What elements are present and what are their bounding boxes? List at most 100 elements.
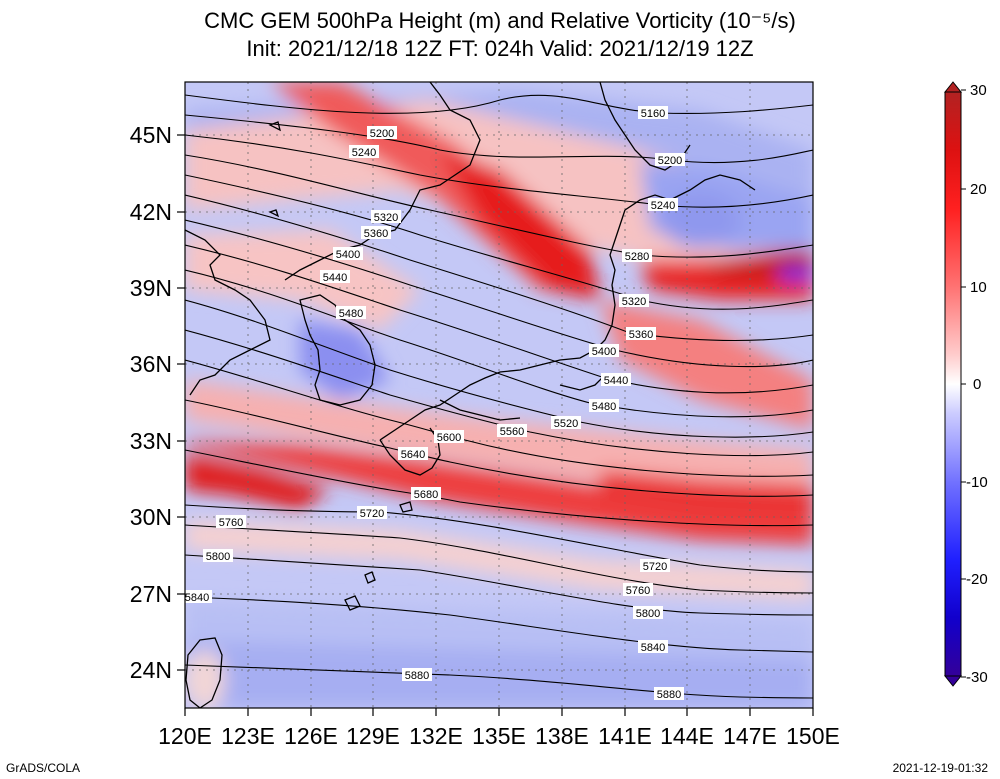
x-tick-label: 135E: [472, 723, 526, 749]
x-tick-label: 144E: [660, 723, 714, 749]
colorbar-max-arrow: [943, 81, 963, 93]
contour-label: 5760: [216, 515, 246, 529]
y-tick-label: 27N: [130, 581, 172, 607]
footer-timestamp: 2021-12-19-01:32: [892, 761, 988, 775]
svg-text:5880: 5880: [657, 689, 681, 701]
svg-text:5280: 5280: [625, 251, 649, 263]
axis-ticks: [177, 134, 814, 716]
contour-label: 5840: [182, 590, 212, 604]
contour-label: 5560: [497, 424, 527, 438]
y-tick-label: 39N: [130, 275, 172, 301]
contour-label: 5640: [398, 447, 428, 461]
contour-label: 5360: [626, 327, 656, 341]
y-tick-label: 24N: [130, 657, 172, 683]
svg-text:5160: 5160: [641, 108, 665, 120]
x-tick-label: 132E: [409, 723, 463, 749]
contour-label: 5600: [434, 430, 464, 444]
x-tick-label: 123E: [221, 723, 275, 749]
contour-label: 5680: [411, 487, 441, 501]
contour-label: 5480: [589, 399, 619, 413]
y-tick-label: 33N: [130, 428, 172, 454]
contour-labels: 5200 5240 5320 5360 5400 5440 5480 5600 …: [182, 106, 685, 701]
svg-text:5800: 5800: [206, 551, 230, 563]
footer-credit: GrADS/COLA: [6, 761, 81, 775]
svg-text:5440: 5440: [323, 272, 347, 284]
contour-label: 5720: [357, 506, 387, 520]
x-axis-labels: 120E 123E 126E 129E 132E 135E 138E 141E …: [158, 723, 840, 749]
svg-text:5520: 5520: [554, 418, 578, 430]
y-tick-label: 30N: [130, 504, 172, 530]
chart-title: CMC GEM 500hPa Height (m) and Relative V…: [204, 8, 796, 33]
colorbar-tick: 0: [973, 376, 981, 393]
svg-text:5400: 5400: [592, 346, 616, 358]
svg-text:5360: 5360: [364, 228, 388, 240]
x-tick-label: 126E: [284, 723, 338, 749]
contour-label: 5320: [371, 210, 401, 224]
svg-text:5760: 5760: [219, 517, 243, 529]
contour-label: 5360: [361, 226, 391, 240]
contour-label: 5800: [203, 549, 233, 563]
contour-label: 5200: [655, 153, 685, 167]
svg-text:5480: 5480: [339, 308, 363, 320]
contour-label: 5440: [601, 373, 631, 387]
contour-label: 5800: [633, 606, 663, 620]
svg-text:5240: 5240: [352, 147, 376, 159]
contour-label: 5720: [640, 559, 670, 573]
svg-text:5320: 5320: [622, 296, 646, 308]
contour-label: 5200: [367, 126, 397, 140]
svg-text:5800: 5800: [636, 608, 660, 620]
contour-label: 5400: [589, 344, 619, 358]
svg-text:5240: 5240: [651, 200, 675, 212]
x-tick-label: 147E: [723, 723, 777, 749]
colorbar-tick: -10: [966, 474, 988, 491]
y-tick-label: 45N: [130, 122, 172, 148]
chart-subtitle: Init: 2021/12/18 12Z FT: 024h Valid: 202…: [246, 36, 754, 61]
x-tick-label: 150E: [786, 723, 840, 749]
contour-label: 5840: [638, 640, 668, 654]
colorbar-tick: -30: [966, 669, 988, 686]
svg-text:5840: 5840: [185, 592, 209, 604]
svg-text:5200: 5200: [370, 128, 394, 140]
contour-label: 5240: [349, 145, 379, 159]
colorbar-tick: -20: [966, 571, 988, 588]
svg-text:5720: 5720: [643, 561, 667, 573]
contour-label: 5400: [333, 247, 363, 261]
contour-label: 5240: [648, 198, 678, 212]
svg-text:5600: 5600: [437, 432, 461, 444]
x-tick-label: 129E: [346, 723, 400, 749]
x-tick-label: 138E: [535, 723, 589, 749]
contour-label: 5520: [551, 416, 581, 430]
colorbar-bar: [944, 91, 962, 677]
contour-label: 5480: [336, 306, 366, 320]
colorbar: 30 20 10 0 -10 -20 -30: [943, 81, 988, 687]
svg-text:5440: 5440: [604, 375, 628, 387]
contour-label: 5440: [320, 270, 350, 284]
x-tick-label: 141E: [598, 723, 652, 749]
x-tick-label: 120E: [158, 723, 212, 749]
y-tick-label: 42N: [130, 199, 172, 225]
svg-text:5200: 5200: [658, 155, 682, 167]
colorbar-min-arrow: [943, 675, 963, 687]
svg-text:5640: 5640: [401, 449, 425, 461]
svg-text:5480: 5480: [592, 401, 616, 413]
contour-label: 5760: [623, 583, 653, 597]
svg-text:5680: 5680: [414, 489, 438, 501]
svg-text:5880: 5880: [405, 670, 429, 682]
svg-text:5720: 5720: [360, 508, 384, 520]
colorbar-tick: 30: [970, 82, 987, 99]
svg-text:5560: 5560: [500, 426, 524, 438]
contour-label: 5280: [622, 249, 652, 263]
y-axis-labels: 24N 27N 30N 33N 36N 39N 42N 45N: [130, 122, 172, 683]
colorbar-tick: 10: [970, 279, 987, 296]
contour-label: 5320: [619, 294, 649, 308]
y-tick-label: 36N: [130, 351, 172, 377]
svg-text:5400: 5400: [336, 249, 360, 261]
svg-text:5760: 5760: [626, 585, 650, 597]
contour-label: 5160: [638, 106, 668, 120]
svg-text:5840: 5840: [641, 642, 665, 654]
contour-label: 5880: [402, 668, 432, 682]
contour-label: 5880: [654, 687, 684, 701]
svg-text:5320: 5320: [374, 212, 398, 224]
svg-text:5360: 5360: [629, 329, 653, 341]
